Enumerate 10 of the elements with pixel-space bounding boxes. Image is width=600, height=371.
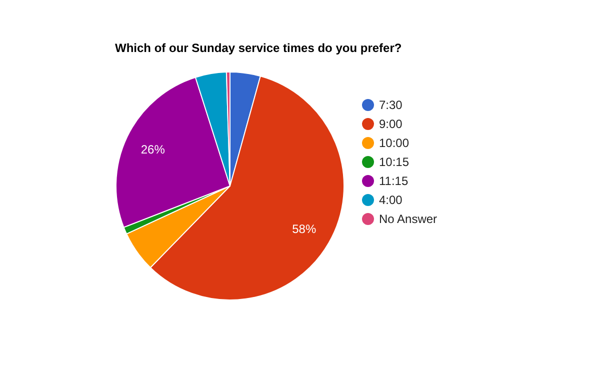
legend-label: 9:00 <box>379 117 403 132</box>
legend-label: 10:15 <box>379 155 410 170</box>
legend-label: 10:00 <box>379 136 410 150</box>
chart-title: Which of our Sunday service times do you prefer? <box>115 41 402 55</box>
data-label: 58% <box>292 222 316 236</box>
legend-label: 4:00 <box>379 193 403 208</box>
legend-label: 11:15 <box>379 174 408 188</box>
legend-label: 7:30 <box>379 98 403 112</box>
legend-label: No Answer <box>379 212 438 226</box>
data-label: 26% <box>140 142 166 156</box>
